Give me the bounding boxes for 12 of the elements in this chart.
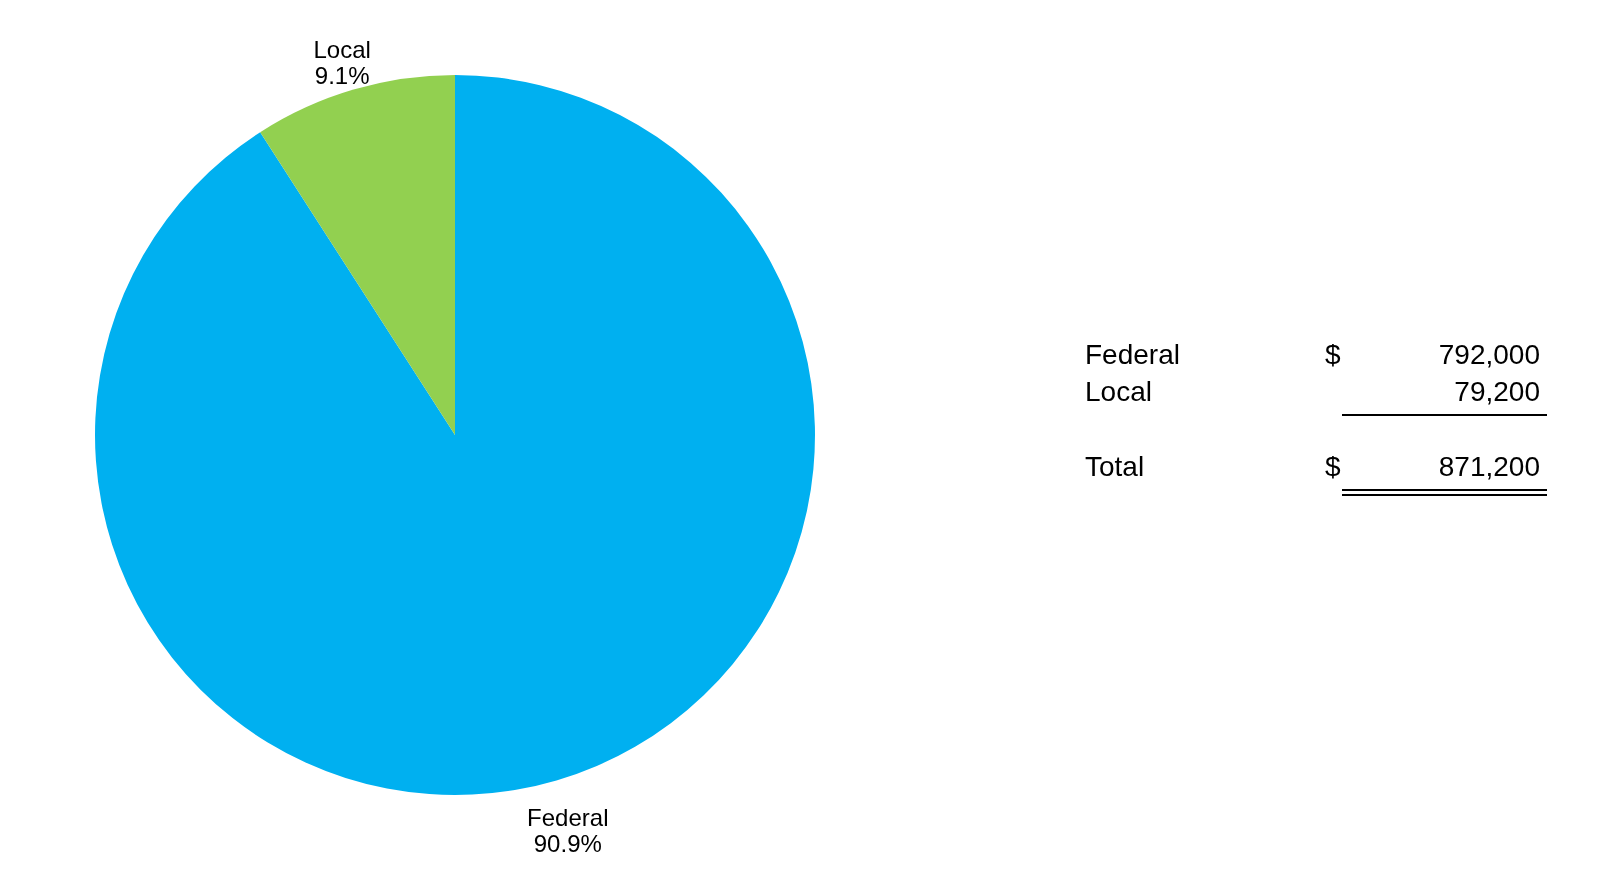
text: $: [1325, 450, 1341, 482]
text: 792,000: [1438, 338, 1540, 370]
text: Local: [1085, 376, 1152, 408]
text: Total: [1085, 450, 1145, 482]
text: $: [1325, 338, 1341, 370]
text: 79,200: [1454, 376, 1540, 408]
text: Federal: [1085, 338, 1180, 370]
data-label: 90.9%: [533, 829, 602, 857]
slice-label: Federal: [527, 803, 609, 831]
text: 871,200: [1438, 450, 1540, 482]
slice-label: Local: [313, 36, 371, 64]
data-label: 9.1%: [314, 62, 370, 90]
